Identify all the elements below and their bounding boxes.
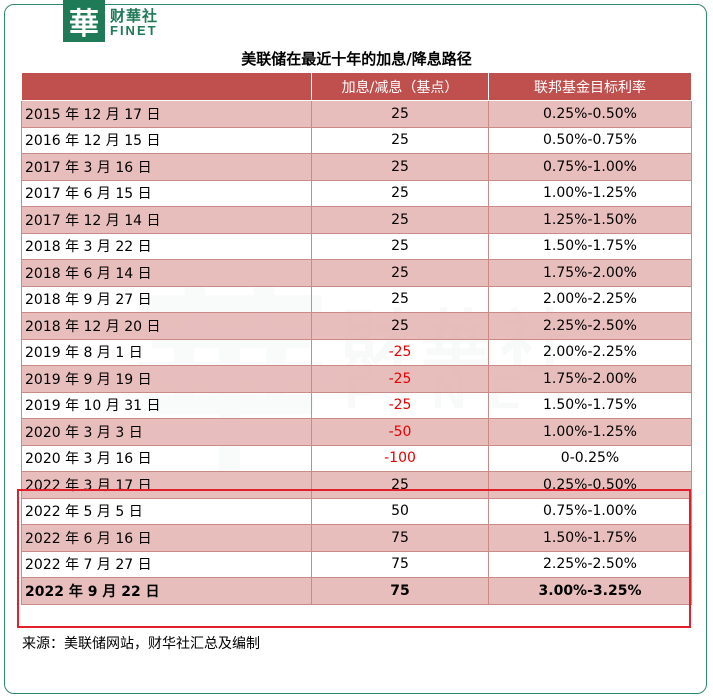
- cell-bp: -25: [311, 365, 489, 393]
- table-row: 2017 年 12 月 14 日 25 1.25%-1.50%: [21, 206, 692, 234]
- cell-date: 2015 年 12 月 17 日: [21, 100, 312, 128]
- cell-bp: 75: [311, 577, 489, 605]
- cell-date: 2019 年 10 月 31 日: [21, 391, 312, 419]
- cell-bp: 25: [311, 206, 489, 234]
- header-bp: 加息/减息（基点）: [311, 72, 489, 101]
- cell-rate: 1.00%-1.25%: [488, 179, 692, 207]
- cell-date: 2017 年 6 月 15 日: [21, 179, 312, 207]
- cell-bp: 25: [311, 232, 489, 260]
- cell-date: 2018 年 3 月 22 日: [21, 232, 312, 260]
- table-row: 2017 年 6 月 15 日 25 1.00%-1.25%: [21, 179, 692, 207]
- cell-bp: -50: [311, 418, 489, 446]
- cell-bp: -100: [311, 444, 489, 472]
- finet-logo-icon: 華: [63, 0, 105, 42]
- cell-date: 2022 年 3 月 17 日: [21, 471, 312, 499]
- table-row: 2018 年 3 月 22 日 25 1.50%-1.75%: [21, 232, 692, 260]
- rate-table: 加息/减息（基点） 联邦基金目标利率 2015 年 12 月 17 日 25 0.2…: [21, 72, 692, 605]
- cell-rate: 1.00%-1.25%: [488, 418, 692, 446]
- cell-rate: 0-0.25%: [488, 444, 692, 472]
- cell-bp: 75: [311, 524, 489, 552]
- cell-rate: 3.00%-3.25%: [488, 577, 692, 605]
- cell-rate: 2.25%-2.50%: [488, 550, 692, 578]
- cell-rate: 0.50%-0.75%: [488, 126, 692, 154]
- table-row: 2022 年 7 月 27 日 75 2.25%-2.50%: [21, 550, 692, 578]
- cell-date: 2018 年 9 月 27 日: [21, 285, 312, 313]
- cell-rate: 2.25%-2.50%: [488, 312, 692, 340]
- table-row: 2016 年 12 月 15 日 25 0.50%-0.75%: [21, 126, 692, 154]
- table-title: 美联储在最近十年的加息/降息路径: [241, 50, 472, 68]
- table-row: 2022 年 5 月 5 日 50 0.75%-1.00%: [21, 497, 692, 525]
- cell-date: 2017 年 12 月 14 日: [21, 206, 312, 234]
- cell-date: 2022 年 5 月 5 日: [21, 497, 312, 525]
- cell-rate: 2.00%-2.25%: [488, 338, 692, 366]
- cell-bp: 25: [311, 179, 489, 207]
- table-row: 2018 年 9 月 27 日 25 2.00%-2.25%: [21, 285, 692, 313]
- cell-rate: 0.25%-0.50%: [488, 471, 692, 499]
- table-header-row: 加息/减息（基点） 联邦基金目标利率: [21, 72, 692, 101]
- table-row: 2018 年 6 月 14 日 25 1.75%-2.00%: [21, 259, 692, 287]
- source-note: 来源：美联储网站，财华社汇总及编制: [22, 636, 260, 652]
- cell-date: 2020 年 3 月 3 日: [21, 418, 312, 446]
- cell-rate: 0.75%-1.00%: [488, 497, 692, 525]
- cell-bp: 25: [311, 259, 489, 287]
- cell-rate: 0.75%-1.00%: [488, 153, 692, 181]
- cell-bp: -25: [311, 391, 489, 419]
- cell-rate: 1.50%-1.75%: [488, 524, 692, 552]
- table-row: 2022 年 9 月 22 日 75 3.00%-3.25%: [21, 577, 692, 605]
- cell-rate: 1.25%-1.50%: [488, 206, 692, 234]
- table-row: 2017 年 3 月 16 日 25 0.75%-1.00%: [21, 153, 692, 181]
- cell-rate: 1.50%-1.75%: [488, 391, 692, 419]
- cell-date: 2019 年 9 月 19 日: [21, 365, 312, 393]
- table-row: 2019 年 10 月 31 日 -25 1.50%-1.75%: [21, 391, 692, 419]
- table-row: 2015 年 12 月 17 日 25 0.25%-0.50%: [21, 100, 692, 128]
- cell-rate: 1.75%-2.00%: [488, 365, 692, 393]
- cell-date: 2017 年 3 月 16 日: [21, 153, 312, 181]
- cell-rate: 0.25%-0.50%: [488, 100, 692, 128]
- header-date: [21, 72, 312, 101]
- table-row: 2022 年 3 月 17 日 25 0.25%-0.50%: [21, 471, 692, 499]
- table-row: 2018 年 12 月 20 日 25 2.25%-2.50%: [21, 312, 692, 340]
- cell-bp: 25: [311, 471, 489, 499]
- cell-bp: 25: [311, 312, 489, 340]
- cell-bp: 75: [311, 550, 489, 578]
- cell-bp: 25: [311, 126, 489, 154]
- cell-date: 2018 年 6 月 14 日: [21, 259, 312, 287]
- cell-date: 2022 年 9 月 22 日: [21, 577, 312, 605]
- table-row: 2022 年 6 月 16 日 75 1.50%-1.75%: [21, 524, 692, 552]
- cell-date: 2016 年 12 月 15 日: [21, 126, 312, 154]
- brand-name-cn: 财華社: [110, 7, 159, 25]
- cell-rate: 1.50%-1.75%: [488, 232, 692, 260]
- table-row: 2020 年 3 月 16 日 -100 0-0.25%: [21, 444, 692, 472]
- header-rate: 联邦基金目标利率: [488, 72, 692, 101]
- table-row: 2019 年 9 月 19 日 -25 1.75%-2.00%: [21, 365, 692, 393]
- cell-date: 2022 年 7 月 27 日: [21, 550, 312, 578]
- cell-date: 2022 年 6 月 16 日: [21, 524, 312, 552]
- cell-date: 2018 年 12 月 20 日: [21, 312, 312, 340]
- cell-date: 2020 年 3 月 16 日: [21, 444, 312, 472]
- cell-bp: 25: [311, 100, 489, 128]
- cell-bp: 25: [311, 153, 489, 181]
- cell-bp: 50: [311, 497, 489, 525]
- cell-bp: -25: [311, 338, 489, 366]
- cell-date: 2019 年 8 月 1 日: [21, 338, 312, 366]
- brand-name-en: FINET: [110, 23, 158, 38]
- cell-bp: 25: [311, 285, 489, 313]
- table-row: 2019 年 8 月 1 日 -25 2.00%-2.25%: [21, 338, 692, 366]
- cell-rate: 1.75%-2.00%: [488, 259, 692, 287]
- cell-rate: 2.00%-2.25%: [488, 285, 692, 313]
- table-row: 2020 年 3 月 3 日 -50 1.00%-1.25%: [21, 418, 692, 446]
